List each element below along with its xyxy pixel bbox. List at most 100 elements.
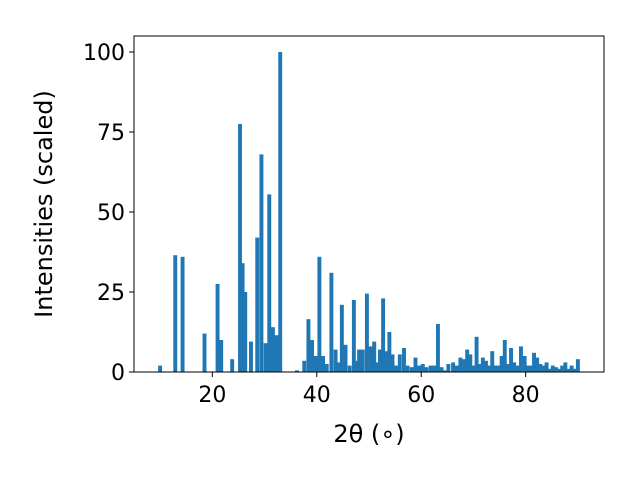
bar [446, 364, 451, 372]
bar [417, 365, 422, 372]
bar [432, 365, 437, 372]
bar [336, 362, 341, 372]
bar [240, 263, 245, 372]
bar [402, 348, 406, 372]
bar [522, 356, 527, 372]
bar [238, 124, 242, 372]
x-tick-label: 40 [303, 383, 331, 408]
bar [378, 349, 382, 372]
bar [202, 333, 207, 372]
bar [306, 319, 311, 372]
bar [321, 356, 326, 372]
bar [484, 360, 488, 372]
bar [525, 365, 530, 372]
bar [259, 154, 264, 372]
bar [575, 359, 580, 372]
bar [249, 341, 253, 372]
bar [409, 367, 414, 372]
bar [569, 365, 574, 372]
bar [347, 365, 352, 372]
bar [493, 365, 498, 372]
y-tick-label: 25 [97, 281, 125, 306]
bar [505, 364, 510, 372]
bar [302, 360, 307, 372]
bar [333, 349, 338, 372]
bar [490, 351, 495, 372]
bar [270, 327, 275, 372]
plot-frame [133, 35, 605, 373]
bar [477, 364, 482, 372]
x-axis-label: 2θ (∘) [333, 420, 404, 448]
bar [384, 351, 389, 372]
bar [343, 344, 348, 372]
bar [560, 365, 565, 372]
bar [317, 256, 322, 372]
bar [394, 365, 399, 372]
bar [263, 343, 268, 372]
bar [368, 346, 373, 372]
bar [329, 272, 334, 372]
bar [544, 362, 549, 372]
bar [462, 359, 467, 372]
bar [572, 368, 577, 372]
bar [465, 349, 470, 372]
bar [554, 367, 558, 372]
bar [397, 354, 402, 372]
bar [454, 365, 459, 372]
bar [381, 298, 386, 372]
bar [310, 340, 315, 372]
bar [439, 367, 444, 372]
bar [255, 237, 260, 372]
bar [278, 52, 283, 372]
bar [471, 365, 476, 372]
bar [158, 365, 163, 372]
y-tick-label: 100 [83, 41, 125, 66]
bar [354, 360, 359, 372]
bar [563, 362, 568, 372]
bar [515, 365, 520, 372]
bar [541, 365, 546, 372]
bar [243, 292, 248, 372]
bar [173, 255, 178, 372]
bar [496, 365, 501, 372]
bar [180, 256, 185, 372]
bar [219, 340, 224, 372]
y-axis-ticks: 0 25 50 75 100 [83, 41, 134, 386]
bar [550, 365, 555, 372]
y-tick-label: 75 [97, 121, 125, 146]
bar [519, 346, 523, 372]
bar [502, 340, 507, 372]
bar [528, 365, 533, 372]
x-axis-ticks: 20 40 60 80 [198, 372, 540, 408]
bar [428, 365, 433, 372]
bar [487, 365, 492, 372]
bar [451, 362, 456, 372]
bar [474, 336, 479, 372]
bar [351, 300, 356, 372]
bar [538, 364, 543, 372]
x-tick-label: 80 [512, 383, 540, 408]
bar [267, 194, 272, 372]
bar [274, 335, 279, 372]
bar [557, 368, 562, 372]
bar [360, 349, 365, 372]
bar [230, 359, 235, 372]
bar [215, 284, 220, 372]
bar [435, 324, 440, 372]
bar [374, 362, 379, 372]
bar [547, 368, 552, 372]
bar [313, 356, 318, 372]
bar [566, 368, 571, 372]
x-tick-label: 60 [407, 383, 435, 408]
bar [512, 362, 517, 372]
bar [499, 356, 504, 372]
bar [364, 293, 369, 372]
bar [405, 365, 410, 372]
bar [532, 352, 536, 372]
bar [324, 364, 329, 372]
x-tick-label: 20 [198, 383, 226, 408]
bar [468, 354, 473, 372]
bar [294, 370, 299, 372]
bar [372, 341, 377, 372]
